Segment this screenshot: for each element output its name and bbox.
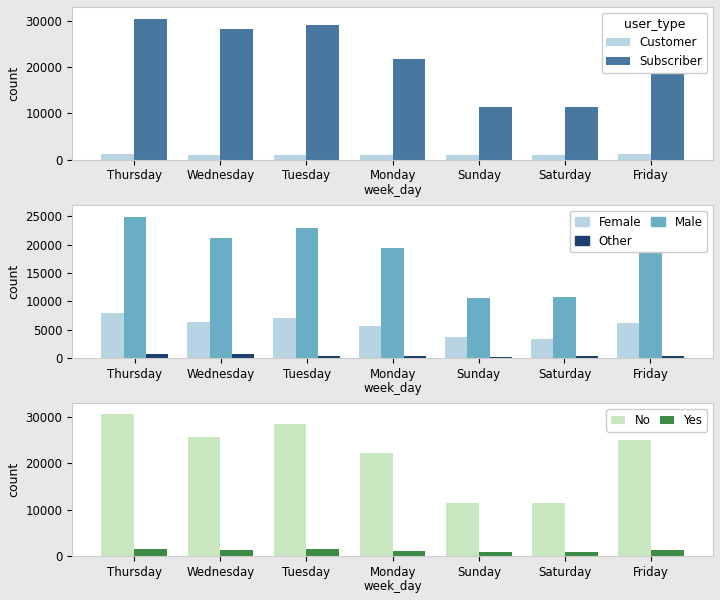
Bar	[618, 154, 651, 160]
Bar	[531, 338, 553, 358]
Bar	[134, 19, 167, 160]
Legend: Female, Other, Male: Female, Other, Male	[570, 211, 707, 253]
Bar	[307, 550, 339, 556]
Bar	[102, 154, 134, 160]
Bar	[651, 70, 684, 160]
Bar	[446, 503, 479, 556]
Bar	[618, 440, 651, 556]
Bar	[392, 59, 426, 160]
Y-axis label: count: count	[7, 264, 20, 299]
Bar	[102, 415, 134, 556]
Bar	[307, 25, 339, 160]
Bar	[467, 298, 490, 358]
Legend: No, Yes: No, Yes	[606, 409, 707, 431]
Bar	[490, 357, 512, 358]
Bar	[532, 155, 565, 160]
Bar	[382, 248, 404, 358]
Bar	[187, 155, 220, 160]
Bar	[295, 228, 318, 358]
Bar	[662, 356, 684, 358]
Bar	[565, 552, 598, 556]
Legend: Customer, Subscriber: Customer, Subscriber	[602, 13, 707, 73]
Bar	[274, 424, 307, 556]
Bar	[651, 550, 684, 556]
Bar	[210, 238, 232, 358]
Bar	[187, 437, 220, 556]
Bar	[134, 548, 167, 556]
Bar	[445, 337, 467, 358]
X-axis label: week_day: week_day	[364, 382, 422, 395]
Bar	[576, 356, 598, 358]
Y-axis label: count: count	[7, 65, 20, 101]
X-axis label: week_day: week_day	[364, 184, 422, 197]
Bar	[359, 326, 382, 358]
Bar	[102, 313, 124, 358]
Bar	[124, 217, 146, 358]
Bar	[392, 551, 426, 556]
Bar	[232, 355, 254, 358]
Bar	[565, 107, 598, 160]
Bar	[318, 356, 341, 358]
Bar	[532, 503, 565, 556]
Bar	[360, 453, 392, 556]
Bar	[220, 550, 253, 556]
Bar	[479, 552, 512, 556]
Bar	[273, 318, 295, 358]
Bar	[446, 155, 479, 160]
Bar	[479, 107, 512, 160]
Y-axis label: count: count	[7, 462, 20, 497]
Bar	[553, 297, 576, 358]
Bar	[187, 322, 210, 358]
Bar	[360, 155, 392, 160]
Bar	[639, 253, 662, 358]
X-axis label: week_day: week_day	[364, 580, 422, 593]
Bar	[146, 354, 168, 358]
Bar	[274, 155, 307, 160]
Bar	[220, 29, 253, 160]
Bar	[404, 356, 426, 358]
Bar	[617, 323, 639, 358]
